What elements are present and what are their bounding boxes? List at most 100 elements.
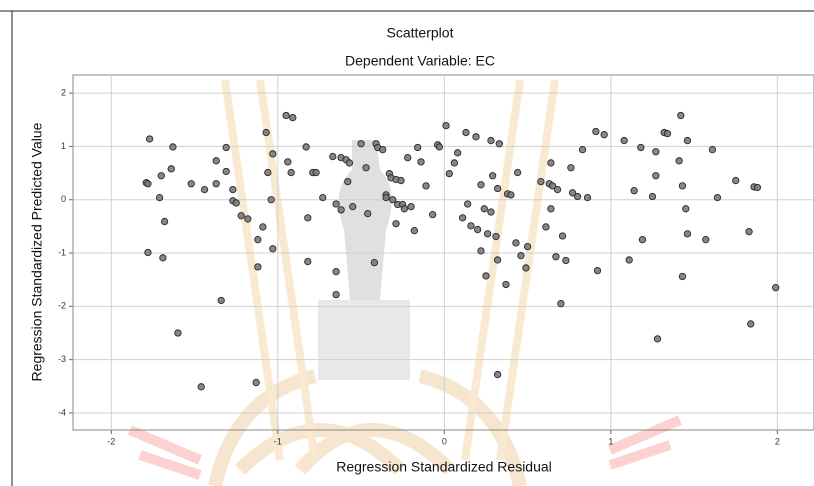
point [620,136,628,145]
y-tick-label: -2 [58,301,66,311]
point [244,215,252,223]
point [480,205,488,213]
point [429,211,437,219]
point [463,200,472,208]
point [713,193,722,202]
point [445,169,453,178]
y-tick-label: 2 [61,87,66,97]
point [592,127,600,136]
point [197,383,205,391]
point [145,135,154,143]
point [259,223,267,231]
point [652,148,660,156]
x-axis-label: Regression Standardized Residual [336,459,552,475]
point [382,193,390,202]
point [682,205,690,213]
point [304,214,312,222]
point [542,223,550,231]
point [169,143,177,151]
point [573,192,582,201]
x-tick-label: 1 [608,436,613,446]
point [269,150,277,158]
point [547,205,555,213]
point [160,217,169,226]
y-tick-label: -1 [58,247,66,257]
plot-frame [72,74,814,431]
point [477,247,485,255]
point [708,145,717,154]
point [345,159,354,167]
point [435,143,443,151]
point [222,167,230,176]
point [174,329,182,337]
y-axis-label: Regression Standardized Predicted Value [29,122,45,381]
point [502,280,510,289]
point [562,256,570,265]
point [458,214,467,222]
point [578,145,587,154]
point [332,290,340,299]
point [454,149,462,157]
point [337,206,345,214]
point [167,165,175,173]
point [144,248,152,257]
point [370,258,379,267]
point [442,121,450,130]
point [678,272,687,281]
point [638,236,647,244]
x-tick-label: -1 [274,436,282,446]
point [262,128,270,137]
point [144,180,152,188]
point [414,143,422,152]
point [212,180,220,188]
chart-title: Scatterplot [387,25,454,41]
point [473,225,482,234]
point [568,189,577,197]
point [237,212,245,220]
point [493,370,502,379]
point [362,164,370,172]
point [157,172,165,180]
point [289,113,297,122]
point [159,254,167,262]
point [663,129,672,138]
point [593,266,602,275]
point [753,183,762,192]
point [467,222,475,230]
y-tick-label: 0 [61,194,66,204]
point [553,185,562,194]
point [637,143,645,152]
point [264,168,272,177]
point [410,226,419,235]
point [252,378,260,387]
point [397,176,405,185]
point [450,159,458,167]
point [482,272,490,280]
point [332,268,340,276]
point [312,168,320,177]
point [155,193,164,202]
point [745,228,753,236]
point [332,200,340,208]
point [522,264,530,272]
point [269,245,277,253]
point [548,182,557,190]
point [222,143,230,152]
point [254,263,262,271]
point [400,205,409,213]
point [217,296,225,305]
y-tick-label: -3 [58,354,66,364]
point [319,193,327,202]
point [507,191,515,199]
point [747,320,755,328]
point [379,145,387,154]
point [537,177,545,186]
x-tick-label: 2 [775,436,780,446]
point [200,185,209,194]
point [287,168,295,177]
point [488,172,497,180]
point [487,208,495,216]
point [512,239,520,247]
point [523,242,532,251]
